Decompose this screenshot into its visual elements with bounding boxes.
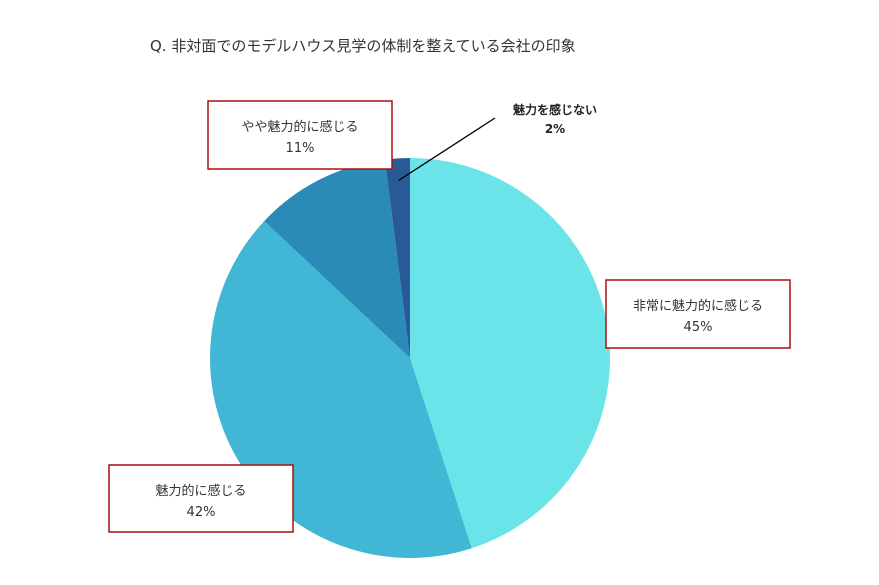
slice-label-attractive: 魅力的に感じる (155, 483, 246, 499)
slice-value-not-attractive: 2% (545, 122, 565, 136)
slice-value-attractive: 42% (187, 505, 216, 520)
slice-label-very-attractive: 非常に魅力的に感じる (633, 298, 763, 314)
chart-title: Q. 非対面でのモデルハウス見学の体制を整えている会社の印象 (150, 37, 576, 55)
slice-label-somewhat-attractive: やや魅力的に感じる (241, 119, 358, 135)
slice-value-very-attractive: 45% (684, 320, 713, 335)
slice-value-somewhat-attractive: 11% (286, 141, 315, 156)
label-box-somewhat-attractive (208, 101, 392, 169)
label-box-very-attractive (606, 280, 790, 348)
slice-label-not-attractive: 魅力を感じない (513, 102, 597, 117)
